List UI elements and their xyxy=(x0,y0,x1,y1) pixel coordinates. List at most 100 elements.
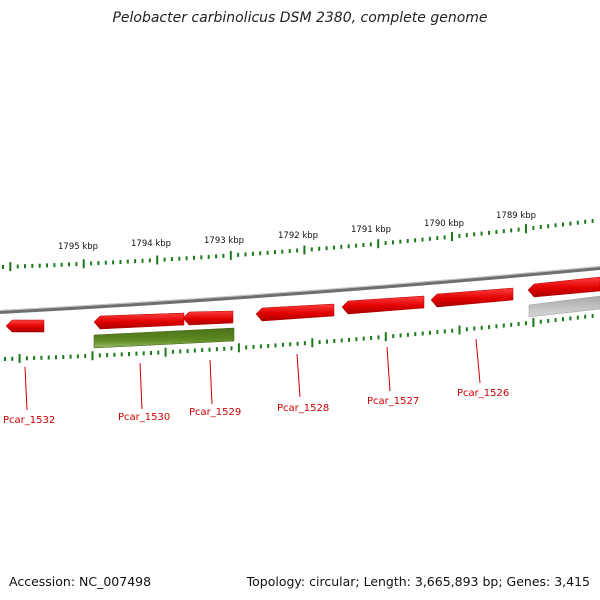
lower-scale-minor-tick xyxy=(55,355,57,360)
lower-scale-minor-tick xyxy=(355,337,358,342)
upper-scale-minor-tick xyxy=(53,263,56,268)
upper-scale-minor-tick xyxy=(355,243,358,248)
upper-scale-minor-tick xyxy=(539,225,542,229)
lower-scale-minor-tick xyxy=(495,324,498,329)
lower-scale-minor-tick xyxy=(98,353,101,358)
gene-label-pcar-1528[interactable]: Pcar_1528 xyxy=(277,403,329,414)
lower-scale-minor-tick xyxy=(562,317,564,322)
scale-label-1795: 1795 kbp xyxy=(58,242,98,252)
lower-scale-minor-tick xyxy=(157,350,160,355)
upper-scale-minor-tick xyxy=(237,252,240,257)
upper-scale-minor-tick xyxy=(112,260,115,265)
lower-scale-minor-tick xyxy=(443,329,446,334)
lower-scale-minor-tick xyxy=(47,355,50,360)
lower-scale-minor-tick xyxy=(171,349,174,354)
upper-scale-minor-tick xyxy=(251,251,254,256)
gene-label-pcar-1527[interactable]: Pcar_1527 xyxy=(367,396,419,407)
gene-pcar-1529[interactable] xyxy=(182,310,234,326)
lower-scale-minor-tick xyxy=(370,336,373,340)
gene-label-pcar-1532[interactable]: Pcar_1532 xyxy=(3,415,55,426)
lower-scale-minor-tick xyxy=(281,342,284,347)
upper-scale-minor-tick xyxy=(510,228,513,233)
upper-scale-major-tick xyxy=(377,239,380,249)
lower-scale-minor-tick xyxy=(502,323,505,328)
lower-scale-minor-tick xyxy=(326,339,328,344)
gene-pcar-1532[interactable] xyxy=(5,319,45,333)
lower-scale-minor-tick xyxy=(201,348,204,353)
upper-scale-minor-tick xyxy=(68,262,70,267)
upper-scale-minor-tick xyxy=(134,259,137,264)
upper-scale-minor-tick xyxy=(2,265,4,269)
lower-scale-minor-tick xyxy=(215,347,218,352)
lower-scale-minor-tick xyxy=(274,343,277,348)
lower-scale-major-tick xyxy=(18,354,21,363)
leader-pcar-1527 xyxy=(386,346,391,392)
upper-scale-minor-tick xyxy=(38,263,41,268)
upper-scale-minor-tick xyxy=(222,253,225,258)
genome-title: Pelobacter carbinolicus DSM 2380, comple… xyxy=(112,10,488,26)
gene-label-pcar-1529[interactable]: Pcar_1529 xyxy=(189,407,241,418)
lower-scale-minor-tick xyxy=(230,346,233,351)
upper-scale-minor-tick xyxy=(97,261,100,266)
upper-scale-minor-tick xyxy=(517,227,520,232)
lower-scale-major-tick xyxy=(458,325,461,335)
upper-scale-minor-tick xyxy=(274,250,276,255)
lower-scale-minor-tick xyxy=(135,351,138,356)
upper-scale-minor-tick xyxy=(31,263,34,268)
gene-pcar-1527[interactable] xyxy=(341,295,425,315)
upper-scale-minor-tick xyxy=(193,255,195,260)
upper-scale-minor-tick xyxy=(392,240,394,245)
leader-pcar-1526 xyxy=(475,338,481,384)
lower-scale-minor-tick xyxy=(421,331,424,336)
gene-label-pcar-1530[interactable]: Pcar_1530 xyxy=(118,412,170,423)
upper-scale-minor-tick xyxy=(126,259,129,264)
gene-pcar-1530[interactable] xyxy=(93,312,185,330)
genome-backbone-highlight xyxy=(0,266,600,311)
lower-scale-minor-tick xyxy=(362,336,365,341)
upper-scale-minor-tick xyxy=(178,256,181,261)
lower-scale-minor-tick xyxy=(33,356,36,360)
lower-scale-minor-tick xyxy=(245,345,248,350)
lower-scale-minor-tick xyxy=(406,332,409,337)
scale-labels: 1795 kbp 1794 kbp 1793 kbp 1792 kbp 1791… xyxy=(58,211,536,252)
upper-scale-minor-tick xyxy=(576,220,579,225)
gene-pcar-1526[interactable] xyxy=(430,287,514,308)
gene-track xyxy=(5,276,600,349)
upper-scale-minor-tick xyxy=(547,224,550,229)
upper-scale-major-tick xyxy=(156,255,159,265)
gene-label-pcar-1526[interactable]: Pcar_1526 xyxy=(457,388,509,399)
leader-pcar-1529 xyxy=(209,359,213,405)
upper-scale-minor-tick xyxy=(473,232,476,237)
upper-scale-minor-tick xyxy=(480,231,483,236)
lower-scale-minor-tick xyxy=(62,355,65,359)
lower-scale-minor-tick xyxy=(76,354,79,359)
lower-scale-track xyxy=(4,313,594,363)
upper-scale-minor-tick xyxy=(266,250,269,255)
lower-scale-minor-tick xyxy=(289,342,292,347)
gene-pcar-1530-highlight[interactable] xyxy=(93,327,235,349)
gene-pcar-1528[interactable] xyxy=(255,303,335,322)
lower-scale-minor-tick xyxy=(40,355,43,360)
gene-unlabeled-edge[interactable] xyxy=(527,276,600,298)
lower-scale-minor-tick xyxy=(259,344,262,349)
upper-scale-minor-tick xyxy=(259,251,262,256)
upper-scale-minor-tick xyxy=(185,256,188,261)
lower-scale-minor-tick xyxy=(473,326,476,331)
gene-partial-grey[interactable] xyxy=(528,295,600,318)
upper-scale-minor-tick xyxy=(369,242,372,247)
upper-scale-minor-tick xyxy=(318,246,321,251)
scale-label-1789: 1789 kbp xyxy=(496,211,536,221)
upper-scale-minor-tick xyxy=(170,257,173,262)
lower-scale-minor-tick xyxy=(179,349,182,354)
upper-scale-major-tick xyxy=(229,250,232,260)
lower-scale-major-tick xyxy=(532,318,535,327)
upper-scale-minor-tick xyxy=(362,243,365,247)
leader-pcar-1532 xyxy=(24,366,28,411)
upper-scale-major-tick xyxy=(525,224,527,234)
upper-scale-minor-tick xyxy=(443,235,446,240)
lower-scale-minor-tick xyxy=(547,318,550,323)
upper-scale-minor-tick xyxy=(436,236,439,241)
leader-pcar-1530 xyxy=(139,362,143,410)
lower-scale-minor-tick xyxy=(554,318,557,322)
